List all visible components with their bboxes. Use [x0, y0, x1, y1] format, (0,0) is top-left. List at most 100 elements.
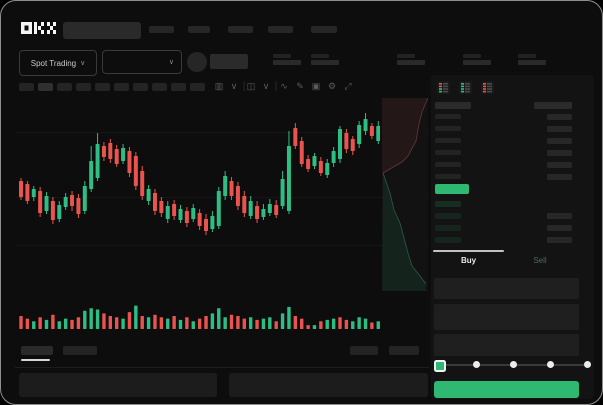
stat-value-placeholder [463, 60, 491, 65]
ask-price-cell [435, 174, 461, 179]
stat-label-placeholder [273, 54, 291, 58]
search-input[interactable] [63, 22, 141, 39]
last-price-badge[interactable] [435, 184, 469, 194]
ask-price-cell [435, 126, 461, 131]
timeframe-button[interactable] [57, 83, 72, 91]
bid-price-cell [435, 201, 461, 207]
sell-tab[interactable]: Sell [533, 256, 547, 265]
timeframe-button[interactable] [114, 83, 129, 91]
ask-price-cell [435, 138, 461, 143]
fullscreen-icon[interactable]: ⤢ [344, 81, 352, 91]
market-type-dropdown[interactable]: Spot Trading ∨ [19, 50, 97, 76]
slider-dot[interactable] [473, 361, 480, 368]
bid-row[interactable] [433, 235, 594, 246]
ask-row[interactable] [433, 172, 594, 183]
pair-dropdown[interactable]: ∨ [102, 50, 182, 74]
nav-item[interactable] [149, 26, 174, 33]
draw-icon[interactable]: ✎ [296, 81, 304, 91]
bid-amount-cell [547, 224, 572, 231]
book-bids-icon[interactable] [459, 81, 472, 94]
book-both-icon[interactable] [437, 81, 450, 94]
coin-icon [187, 52, 207, 72]
ask-price-cell [435, 150, 461, 155]
ask-amount-cell [547, 149, 572, 156]
bottom-panel-right [229, 373, 428, 397]
stat-value-placeholder [273, 60, 301, 65]
ask-amount-cell [547, 125, 572, 132]
ask-row[interactable] [433, 124, 594, 135]
ask-row[interactable] [433, 112, 594, 123]
bottom-tab-4[interactable] [389, 346, 419, 355]
settings-icon[interactable]: ⚙ [327, 81, 337, 91]
ask-row[interactable] [433, 136, 594, 147]
timeframe-button[interactable] [133, 83, 148, 91]
ask-price-cell [435, 114, 461, 119]
bottom-tab-1[interactable] [21, 346, 53, 355]
stat-label-placeholder [311, 54, 329, 58]
chevron-down-icon[interactable]: ∨ [230, 81, 238, 91]
amount-column-header [534, 102, 572, 109]
bid-price-cell [435, 237, 461, 243]
bid-amount-cell [547, 212, 572, 219]
toolbar-divider: | [242, 81, 246, 92]
timeframe-button[interactable] [190, 83, 205, 91]
bid-row[interactable] [433, 199, 594, 210]
toolbar-divider: | [274, 81, 278, 92]
gridline [15, 245, 429, 246]
price-field[interactable] [434, 278, 579, 299]
ticker-stat [311, 54, 341, 66]
timeframe-button[interactable] [171, 83, 186, 91]
chevron-down-icon[interactable]: ∨ [262, 81, 270, 91]
book-asks-icon[interactable] [481, 81, 494, 94]
stat-label-placeholder [397, 54, 415, 58]
stat-label-placeholder [518, 54, 536, 58]
ask-price-cell [435, 162, 461, 167]
bottom-tab-2[interactable] [63, 346, 97, 355]
slider-dot[interactable] [547, 361, 554, 368]
chevron-down-icon: ∨ [168, 58, 174, 66]
buy-tab[interactable]: Buy [460, 256, 477, 265]
market-type-label: Spot Trading [30, 58, 77, 68]
price-column-header [435, 102, 471, 109]
slider-handle[interactable] [434, 359, 446, 372]
stat-label-placeholder [463, 54, 481, 58]
bottom-tab-3[interactable] [350, 346, 378, 355]
bid-row[interactable] [433, 223, 594, 234]
slider-dot[interactable] [510, 361, 517, 368]
ask-row[interactable] [433, 160, 594, 171]
amount-slider[interactable] [433, 356, 594, 374]
amount-field[interactable] [434, 304, 579, 330]
pair-name-placeholder[interactable] [210, 54, 248, 69]
ticker-stat [463, 54, 493, 66]
nav-item[interactable] [188, 26, 210, 33]
nav-item[interactable] [311, 26, 337, 33]
stat-value-placeholder [311, 60, 339, 65]
bid-amount-cell [547, 236, 572, 243]
compare-icon[interactable]: ◫ [246, 81, 256, 91]
buy-button[interactable] [434, 381, 579, 398]
timeframe-button[interactable] [38, 83, 53, 91]
depth-overlay [382, 98, 428, 291]
slider-dot[interactable] [584, 361, 591, 368]
timeframe-button[interactable] [152, 83, 167, 91]
timeframe-button[interactable] [19, 83, 34, 91]
candlestick-chart[interactable] [15, 101, 380, 296]
stat-value-placeholder [518, 60, 546, 65]
timeframe-button[interactable] [95, 83, 110, 91]
nav-item[interactable] [268, 26, 293, 33]
ask-row[interactable] [433, 148, 594, 159]
bid-row[interactable] [433, 211, 594, 222]
ask-amount-cell [547, 161, 572, 168]
indicators-icon[interactable]: ∿ [280, 81, 288, 91]
candle-type-icon[interactable]: ▥ [214, 81, 224, 91]
ticker-stat [397, 54, 427, 66]
volume-chart[interactable] [15, 298, 380, 331]
chevron-down-icon: ∨ [80, 59, 86, 67]
snapshot-icon[interactable]: ▣ [311, 81, 321, 91]
okx-logo[interactable] [21, 21, 61, 35]
total-field[interactable] [434, 334, 579, 356]
nav-item[interactable] [228, 26, 253, 33]
timeframe-button[interactable] [76, 83, 91, 91]
buy-tab-indicator [433, 250, 504, 252]
